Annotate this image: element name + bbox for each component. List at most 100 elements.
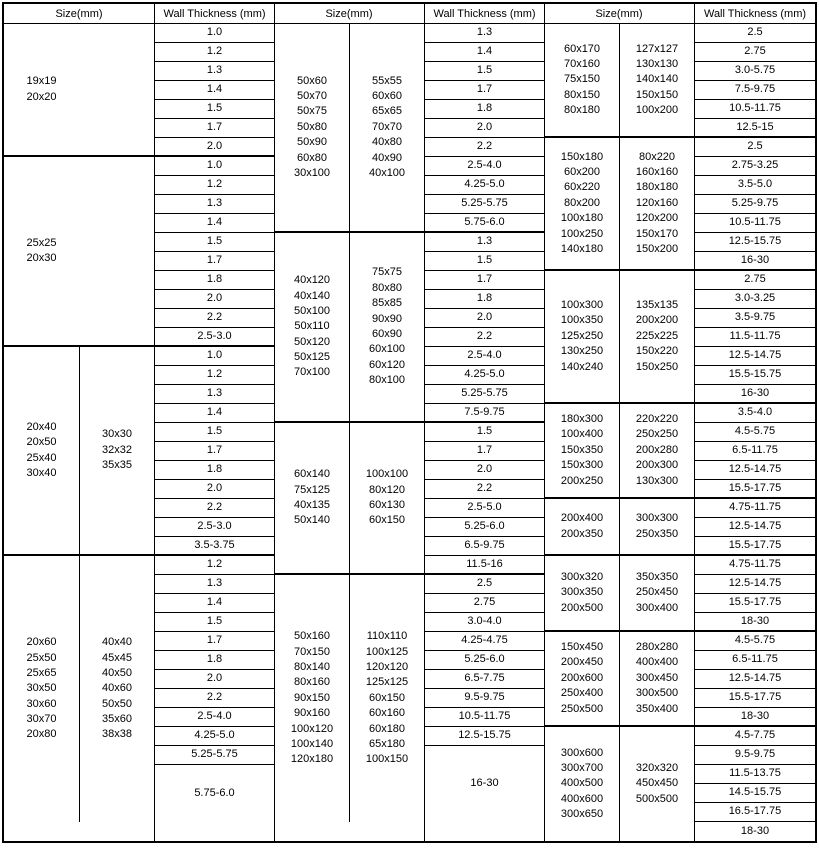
w3-7: 2.75-3.25 [695,157,815,176]
col-size-b: Size(mm) 30x3032x3235x35 40x4045x4540x50… [79,4,154,841]
size-d-g4: 110x110100x125120x120125x12560x15060x160… [349,575,424,822]
w3-2: 3.0-5.75 [695,62,815,81]
hdr-size-3b: Size(mm) [544,4,694,24]
w1-20: 1.4 [155,404,274,423]
w2-26: 5.25-6.0 [425,518,544,537]
w1-32: 1.7 [155,632,274,651]
size-c-g2: 40x12040x14050x10050x11050x12050x12570x1… [275,233,349,423]
w1-10: 1.4 [155,214,274,233]
s-f-3: 135x135200x200225x225150x220150x250 [619,271,694,404]
w1-33: 1.8 [155,651,274,670]
w3-19: 16-30 [695,385,815,404]
w2-38: 16-30 [425,746,544,822]
w1-36: 2.5-4.0 [155,708,274,727]
w3-42: 18-30 [695,822,815,841]
size-a-g2: 25x2520x30 [4,157,79,347]
w3-30: 15.5-17.75 [695,594,815,613]
w3-18: 15.5-15.75 [695,366,815,385]
w2-33: 5.25-6.0 [425,651,544,670]
w1-29: 1.3 [155,575,274,594]
size-a-g1: 19x1920x20 [4,24,79,157]
s-e-2: 150x18060x20060x22080x200100x180100x2501… [545,138,619,271]
w1-12: 1.7 [155,252,274,271]
w3-13: 2.75 [695,271,815,290]
w3-24: 15.5-17.75 [695,480,815,499]
w1-18: 1.2 [155,366,274,385]
w3-34: 12.5-14.75 [695,670,815,689]
w2-37: 12.5-15.75 [425,727,544,746]
w1-37: 4.25-5.0 [155,727,274,746]
s-e-8: 300x600300x700400x500400x600300x650 [545,727,619,841]
w1-14: 2.0 [155,290,274,309]
w3-12: 16-30 [695,252,815,271]
w1-7: 1.0 [155,157,274,176]
w2-4: 1.8 [425,100,544,119]
w2-23: 2.0 [425,461,544,480]
w3-10: 10.5-11.75 [695,214,815,233]
w1-16: 2.5-3.0 [155,328,274,347]
w1-5: 1.7 [155,119,274,138]
size-a-g4: 20x6025x5025x6530x5030x6030x7020x80 [4,556,79,822]
col-size-e: 60x17070x16075x15080x15080x180 150x18060… [544,4,619,841]
w3-38: 9.5-9.75 [695,746,815,765]
s-f-6: 350x350250x450300x400 [619,556,694,632]
w1-8: 1.2 [155,176,274,195]
w3-11: 12.5-15.75 [695,233,815,252]
w1-19: 1.3 [155,385,274,404]
w1-1: 1.2 [155,43,274,62]
s-e-6: 300x320300x350200x500 [545,556,619,632]
w3-21: 4.5-5.75 [695,423,815,442]
size-d-g3: 100x10080x12060x13060x150 [349,423,424,575]
w3-8: 3.5-5.0 [695,176,815,195]
w3-32: 4.5-5.75 [695,632,815,651]
w2-32: 4.25-4.75 [425,632,544,651]
w1-22: 1.7 [155,442,274,461]
w3-29: 12.5-14.75 [695,575,815,594]
hdr-wall-1: Wall Thickness (mm) [155,4,274,24]
w1-25: 2.2 [155,499,274,518]
w3-26: 12.5-14.75 [695,518,815,537]
w1-11: 1.5 [155,233,274,252]
s-e-5: 200x400200x350 [545,499,619,556]
w1-15: 2.2 [155,309,274,328]
w2-29: 2.5 [425,575,544,594]
w1-0: 1.0 [155,24,274,43]
w2-20: 7.5-9.75 [425,404,544,423]
w2-22: 1.7 [425,442,544,461]
w2-27: 6.5-9.75 [425,537,544,556]
w2-1: 1.4 [425,43,544,62]
w3-25: 4.75-11.75 [695,499,815,518]
w2-18: 4.25-5.0 [425,366,544,385]
col-size-d: Size(mm) 55x5560x6065x6570x7040x8040x904… [349,4,424,841]
w2-15: 2.0 [425,309,544,328]
col-size-a: 19x1920x20 25x2520x30 20x4020x5025x4030x… [4,4,79,841]
s-f-8: 320x320450x450500x500 [619,727,694,841]
w2-34: 6.5-7.75 [425,670,544,689]
hdr-size-2b: Size(mm) [274,4,424,24]
s-e-7: 150x450200x450200x600250x400250x500 [545,632,619,727]
w3-27: 15.5-17.75 [695,537,815,556]
size-d-g1: 55x5560x6065x6570x7040x8040x9040x100 [349,24,424,233]
w1-21: 1.5 [155,423,274,442]
w1-6: 2.0 [155,138,274,157]
w2-28: 11.5-16 [425,556,544,575]
s-e-1: 60x17070x16075x15080x15080x180 [545,24,619,138]
w2-7: 2.5-4.0 [425,157,544,176]
w1-23: 1.8 [155,461,274,480]
w2-25: 2.5-5.0 [425,499,544,518]
w2-5: 2.0 [425,119,544,138]
col-size-f: Size(mm) 127x127130x130140x140150x150100… [619,4,694,841]
w1-34: 2.0 [155,670,274,689]
w2-0: 1.3 [425,24,544,43]
w2-13: 1.7 [425,271,544,290]
w3-28: 4.75-11.75 [695,556,815,575]
w3-1: 2.75 [695,43,815,62]
hdr-size-1b: Size(mm) [4,4,154,24]
w3-9: 5.25-9.75 [695,195,815,214]
size-c-g1: 50x6050x7050x7550x8050x9060x8030x100 [275,24,349,233]
w1-24: 2.0 [155,480,274,499]
size-a-g3: 20x4020x5025x4030x40 [4,347,79,556]
w2-3: 1.7 [425,81,544,100]
w1-3: 1.4 [155,81,274,100]
w3-31: 18-30 [695,613,815,632]
